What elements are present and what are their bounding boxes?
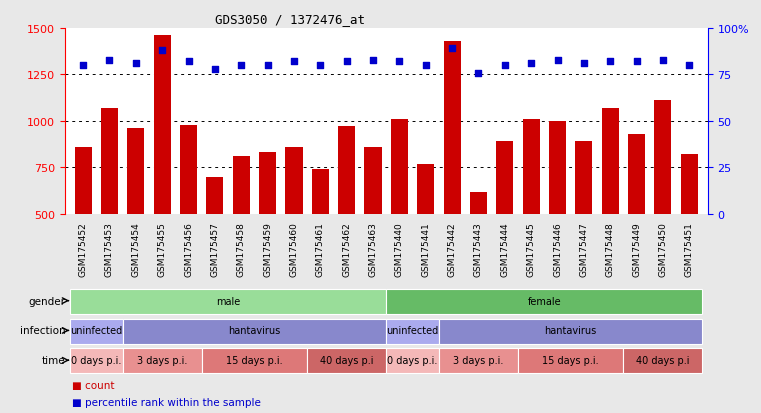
Text: ■ count: ■ count: [72, 380, 115, 390]
Bar: [518, 349, 623, 373]
Text: infection: infection: [20, 325, 65, 336]
Point: [130, 61, 142, 67]
Point: [209, 66, 221, 73]
Bar: [233, 157, 250, 214]
Bar: [417, 164, 435, 214]
Point: [262, 63, 274, 69]
Point: [393, 59, 406, 66]
Bar: [654, 101, 671, 214]
Bar: [549, 122, 566, 214]
Bar: [206, 177, 224, 214]
Bar: [338, 126, 355, 214]
Point: [314, 63, 326, 69]
Point: [446, 46, 458, 52]
Bar: [628, 135, 645, 214]
Bar: [439, 319, 702, 344]
Point: [525, 61, 537, 67]
Point: [552, 57, 564, 64]
Point: [630, 59, 642, 66]
Text: 15 days p.i.: 15 days p.i.: [543, 355, 599, 366]
Bar: [123, 349, 202, 373]
Text: female: female: [527, 296, 561, 306]
Bar: [386, 289, 702, 314]
Bar: [391, 120, 408, 214]
Bar: [307, 349, 386, 373]
Point: [77, 63, 89, 69]
Bar: [180, 125, 197, 214]
Point: [156, 48, 168, 55]
Text: uninfected: uninfected: [70, 325, 123, 336]
Bar: [496, 142, 514, 214]
Bar: [575, 142, 592, 214]
Text: 3 days p.i.: 3 days p.i.: [454, 355, 504, 366]
Bar: [75, 147, 91, 214]
Text: 40 days p.i: 40 days p.i: [636, 355, 689, 366]
Point: [498, 63, 511, 69]
Bar: [470, 192, 487, 214]
Point: [657, 57, 669, 64]
Text: male: male: [216, 296, 240, 306]
Point: [683, 63, 696, 69]
Bar: [444, 42, 460, 214]
Bar: [312, 170, 329, 214]
Point: [578, 61, 590, 67]
Point: [604, 59, 616, 66]
Text: hantavirus: hantavirus: [228, 325, 281, 336]
Bar: [127, 129, 145, 214]
Point: [473, 70, 485, 77]
Point: [419, 63, 431, 69]
Bar: [101, 109, 118, 214]
Text: 15 days p.i.: 15 days p.i.: [226, 355, 283, 366]
Bar: [285, 147, 303, 214]
Point: [367, 57, 379, 64]
Bar: [259, 152, 276, 214]
Point: [183, 59, 195, 66]
Text: 0 days p.i.: 0 days p.i.: [71, 355, 122, 366]
Bar: [123, 319, 386, 344]
Text: 40 days p.i: 40 days p.i: [320, 355, 374, 366]
Bar: [70, 319, 123, 344]
Bar: [202, 349, 307, 373]
Point: [103, 57, 116, 64]
Point: [235, 63, 247, 69]
Text: 3 days p.i.: 3 days p.i.: [137, 355, 187, 366]
Bar: [681, 155, 698, 214]
Bar: [154, 36, 170, 214]
Point: [288, 59, 300, 66]
Title: GDS3050 / 1372476_at: GDS3050 / 1372476_at: [215, 13, 365, 26]
Bar: [602, 109, 619, 214]
Text: hantavirus: hantavirus: [545, 325, 597, 336]
Text: ■ percentile rank within the sample: ■ percentile rank within the sample: [72, 397, 261, 407]
Bar: [386, 319, 439, 344]
Bar: [365, 147, 381, 214]
Bar: [70, 349, 123, 373]
Bar: [523, 120, 540, 214]
Bar: [439, 349, 518, 373]
Bar: [623, 349, 702, 373]
Text: gender: gender: [28, 296, 65, 306]
Text: 0 days p.i.: 0 days p.i.: [387, 355, 438, 366]
Point: [341, 59, 353, 66]
Bar: [386, 349, 439, 373]
Text: uninfected: uninfected: [387, 325, 438, 336]
Bar: [70, 289, 386, 314]
Text: time: time: [42, 355, 65, 366]
